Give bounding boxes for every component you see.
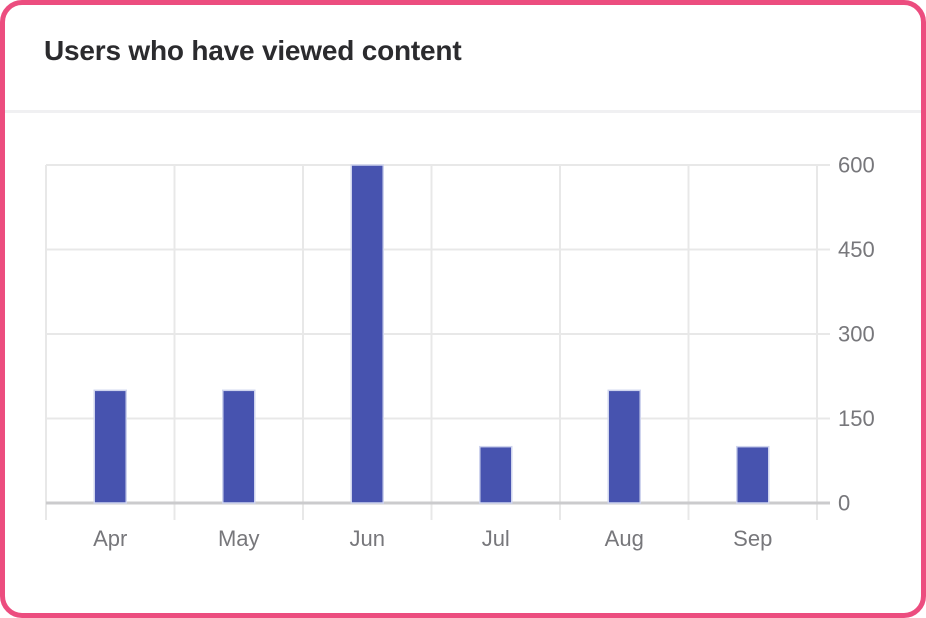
y-tick-label: 450 [838, 237, 875, 262]
chart-title: Users who have viewed content [44, 35, 462, 66]
header-divider [5, 110, 921, 113]
y-tick-label: 600 [838, 153, 875, 178]
x-tick-label: Aug [605, 526, 644, 551]
bar-sep[interactable] [736, 445, 770, 504]
bar-may[interactable] [222, 389, 256, 504]
bar-apr[interactable] [93, 389, 127, 504]
x-tick-label: Apr [93, 526, 127, 551]
y-tick-label: 300 [838, 322, 875, 347]
x-tick-label: Jul [482, 526, 510, 551]
x-tick-label: May [218, 526, 260, 551]
y-tick-label: 150 [838, 406, 875, 431]
bar-aug[interactable] [607, 389, 641, 504]
bar-chart: 0 150 300 450 600 Apr May Jun Jul Aug Sep [45, 153, 875, 551]
x-tick-label: Jun [350, 526, 385, 551]
y-tick-label: 0 [838, 491, 850, 516]
bar-jul[interactable] [479, 445, 513, 504]
x-tick-label: Sep [733, 526, 772, 551]
bar-jun[interactable] [350, 164, 384, 504]
